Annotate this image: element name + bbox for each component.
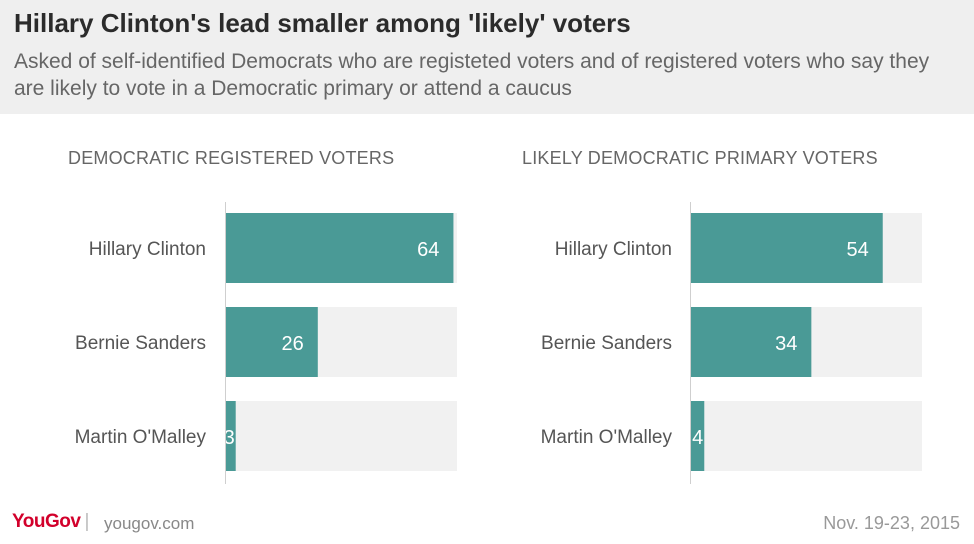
bar (225, 401, 236, 471)
category-label: Bernie Sanders (541, 333, 672, 354)
panel-title-likely: LIKELY DEMOCRATIC PRIMARY VOTERS (522, 148, 878, 168)
chart-title: Hillary Clinton's lead smaller among 'li… (14, 8, 631, 38)
data-label: 26 (282, 333, 304, 355)
data-label: 34 (775, 333, 797, 355)
bar (690, 307, 812, 377)
yougov-logo: YouGov | (12, 511, 93, 533)
category-label: Bernie Sanders (75, 333, 206, 354)
bar-track (225, 401, 457, 471)
panel-title-registered: DEMOCRATIC REGISTERED VOTERS (68, 148, 395, 168)
category-label: Martin O'Malley (541, 427, 673, 448)
category-label: Martin O'Malley (75, 427, 207, 448)
logo-text: YouGov (12, 511, 81, 532)
data-label: 3 (224, 427, 235, 449)
logo-separator: | (84, 511, 89, 532)
category-label: Hillary Clinton (89, 239, 206, 260)
data-label: 4 (692, 427, 703, 449)
header-band: Hillary Clinton's lead smaller among 'li… (0, 0, 974, 114)
category-label: Hillary Clinton (555, 239, 672, 260)
bar (225, 307, 318, 377)
bar (690, 213, 883, 283)
bar-track (690, 401, 922, 471)
data-label: 64 (417, 239, 439, 261)
chart-subtitle: Asked of self-identified Democrats who a… (14, 50, 930, 100)
data-label: 54 (846, 239, 868, 261)
footer-url: yougov.com (104, 514, 195, 533)
footer-date: Nov. 19-23, 2015 (823, 513, 960, 533)
bar (690, 401, 705, 471)
bar (225, 213, 454, 283)
